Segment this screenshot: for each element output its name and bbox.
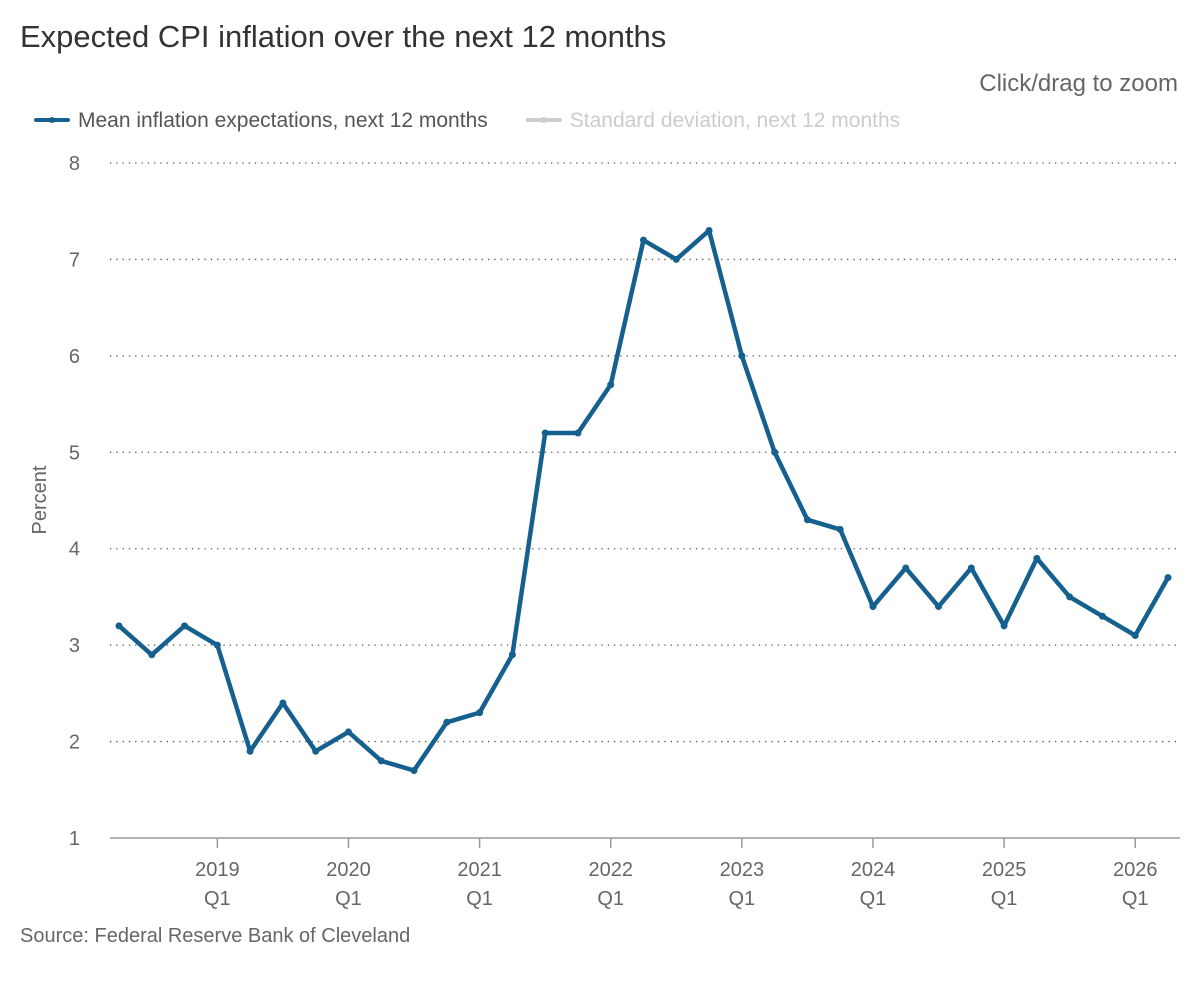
x-tick-label: 2026 Q1 bbox=[1113, 859, 1158, 910]
x-tick-label: 2019 Q1 bbox=[195, 859, 240, 910]
source: Source: Federal Reserve Bank of Clevelan… bbox=[20, 925, 410, 947]
data-point[interactable] bbox=[771, 448, 779, 456]
x-tick-label: 2024 Q1 bbox=[851, 859, 896, 910]
y-tick-label: 1 bbox=[69, 828, 80, 850]
y-tick-label: 2 bbox=[69, 732, 80, 754]
data-point[interactable] bbox=[803, 516, 811, 524]
data-point[interactable] bbox=[246, 747, 254, 755]
data-point[interactable] bbox=[508, 651, 516, 659]
data-point[interactable] bbox=[377, 757, 385, 765]
x-tick-label: 2022 Q1 bbox=[588, 859, 633, 910]
data-point[interactable] bbox=[541, 429, 549, 437]
data-point[interactable] bbox=[115, 622, 123, 630]
legend-label[interactable]: Mean inflation expectations, next 12 mon… bbox=[78, 109, 488, 132]
legend-label[interactable]: Standard deviation, next 12 months bbox=[570, 109, 900, 132]
x-tick-label: 2023 Q1 bbox=[720, 859, 765, 910]
data-point[interactable] bbox=[443, 718, 451, 726]
data-point[interactable] bbox=[869, 603, 877, 611]
data-point[interactable] bbox=[738, 352, 746, 360]
data-point[interactable] bbox=[410, 767, 418, 774]
data-point[interactable] bbox=[672, 255, 680, 263]
data-point[interactable] bbox=[1033, 554, 1041, 562]
data-point[interactable] bbox=[1000, 622, 1008, 630]
legend-marker[interactable] bbox=[540, 117, 547, 123]
y-tick-label: 8 bbox=[69, 153, 80, 175]
legend-marker[interactable] bbox=[49, 117, 55, 123]
y-axis-label: Percent bbox=[29, 465, 51, 534]
data-point[interactable] bbox=[1164, 574, 1172, 582]
zoom-hint[interactable]: Click/drag to zoom bbox=[979, 70, 1178, 97]
data-point[interactable] bbox=[312, 747, 320, 755]
y-tick-label: 3 bbox=[69, 635, 80, 657]
data-point[interactable] bbox=[476, 709, 484, 717]
data-point[interactable] bbox=[1131, 632, 1139, 639]
data-point[interactable] bbox=[279, 699, 287, 707]
data-point[interactable] bbox=[607, 381, 615, 389]
y-tick-label: 6 bbox=[69, 346, 80, 368]
data-point[interactable] bbox=[181, 622, 189, 630]
data-point[interactable] bbox=[836, 525, 844, 533]
data-point[interactable] bbox=[574, 429, 582, 437]
data-point[interactable] bbox=[705, 227, 713, 234]
data-point[interactable] bbox=[640, 236, 647, 244]
x-tick-label: 2020 Q1 bbox=[326, 859, 371, 910]
data-point[interactable] bbox=[1098, 612, 1106, 620]
data-point[interactable] bbox=[213, 641, 221, 649]
data-point[interactable] bbox=[344, 728, 352, 736]
y-tick-label: 4 bbox=[69, 539, 80, 561]
chart-title: Expected CPI inflation over the next 12 … bbox=[20, 19, 666, 54]
y-tick-label: 7 bbox=[69, 249, 80, 271]
data-point[interactable] bbox=[967, 564, 975, 572]
x-tick-label: 2021 Q1 bbox=[457, 859, 502, 910]
x-tick-label: 2025 Q1 bbox=[982, 859, 1027, 910]
data-point[interactable] bbox=[1066, 593, 1074, 601]
y-tick-label: 5 bbox=[69, 442, 80, 464]
data-point[interactable] bbox=[148, 651, 156, 659]
data-point[interactable] bbox=[935, 603, 943, 611]
data-point[interactable] bbox=[902, 564, 910, 572]
